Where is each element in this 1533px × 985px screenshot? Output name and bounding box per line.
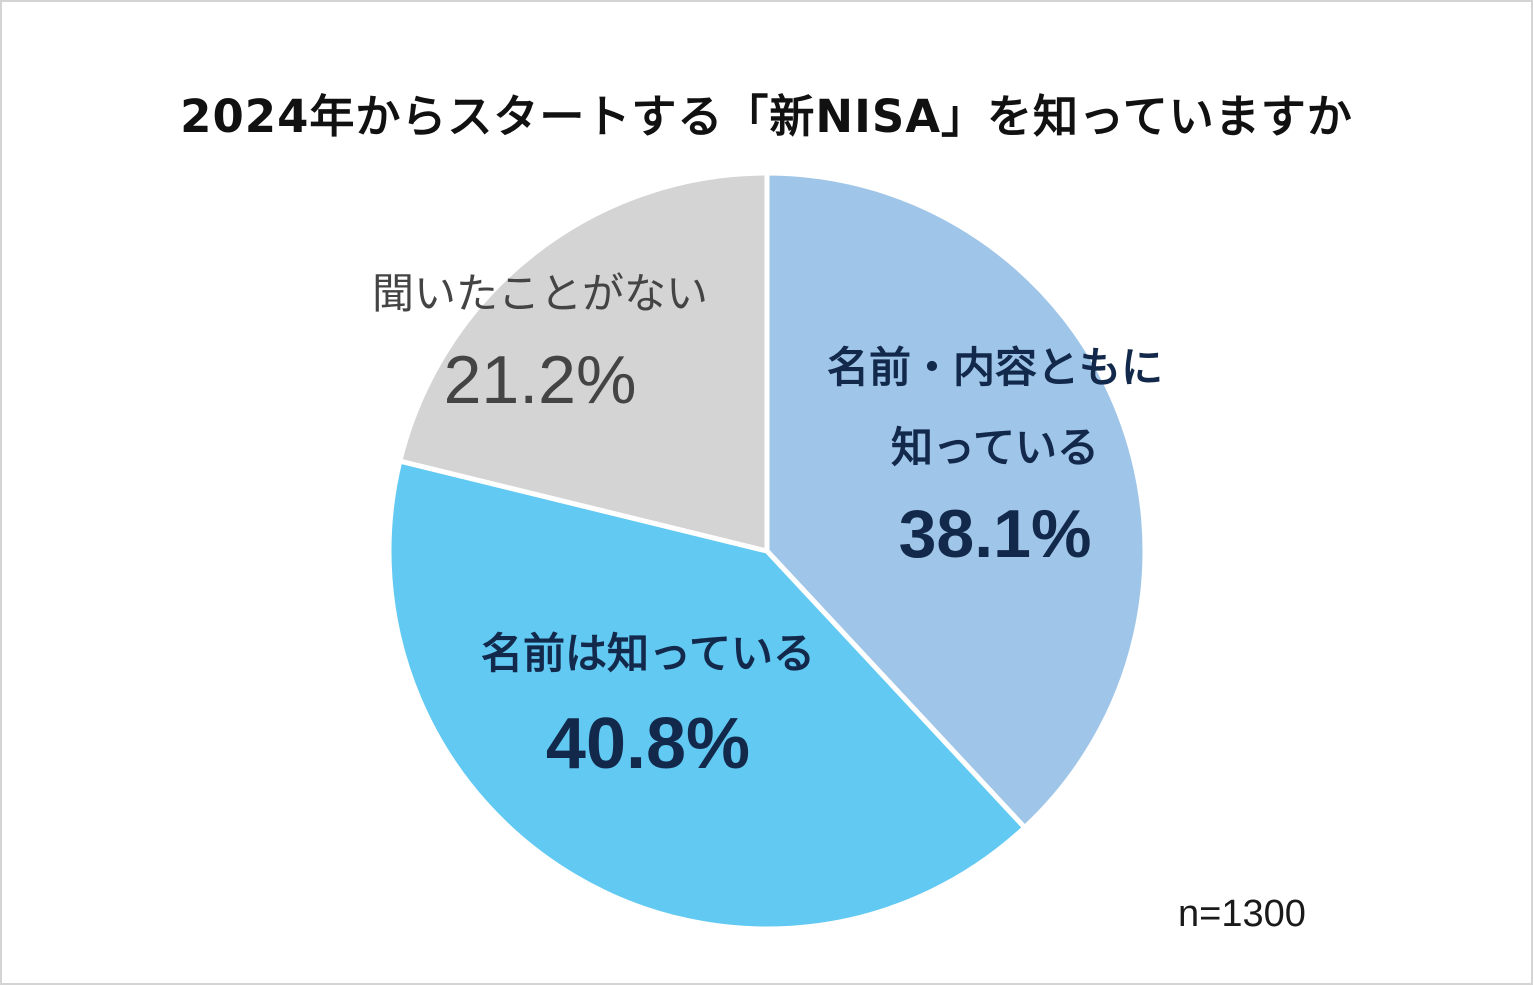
slice-value-2: 40.8%: [546, 704, 750, 784]
pie-slice-2: [386, 458, 1028, 932]
slice-label-3-line-1: 聞いたことがない: [372, 269, 708, 318]
slice-label-1-line-1: 名前・内容ともに: [827, 343, 1163, 392]
sample-size-note: n=1300: [1178, 893, 1306, 935]
pie-slice-3: [397, 170, 770, 554]
slice-label-2-line-1: 名前は知っている: [481, 629, 815, 678]
slice-value-1: 38.1%: [899, 496, 1092, 572]
chart-title: 2024年からスタートする「新NISA」を知っていますか: [180, 90, 1353, 143]
pie-slice-1: [764, 170, 1148, 831]
slice-value-3: 21.2%: [444, 342, 637, 418]
slice-label-1-line-2: 知っている: [891, 423, 1099, 472]
